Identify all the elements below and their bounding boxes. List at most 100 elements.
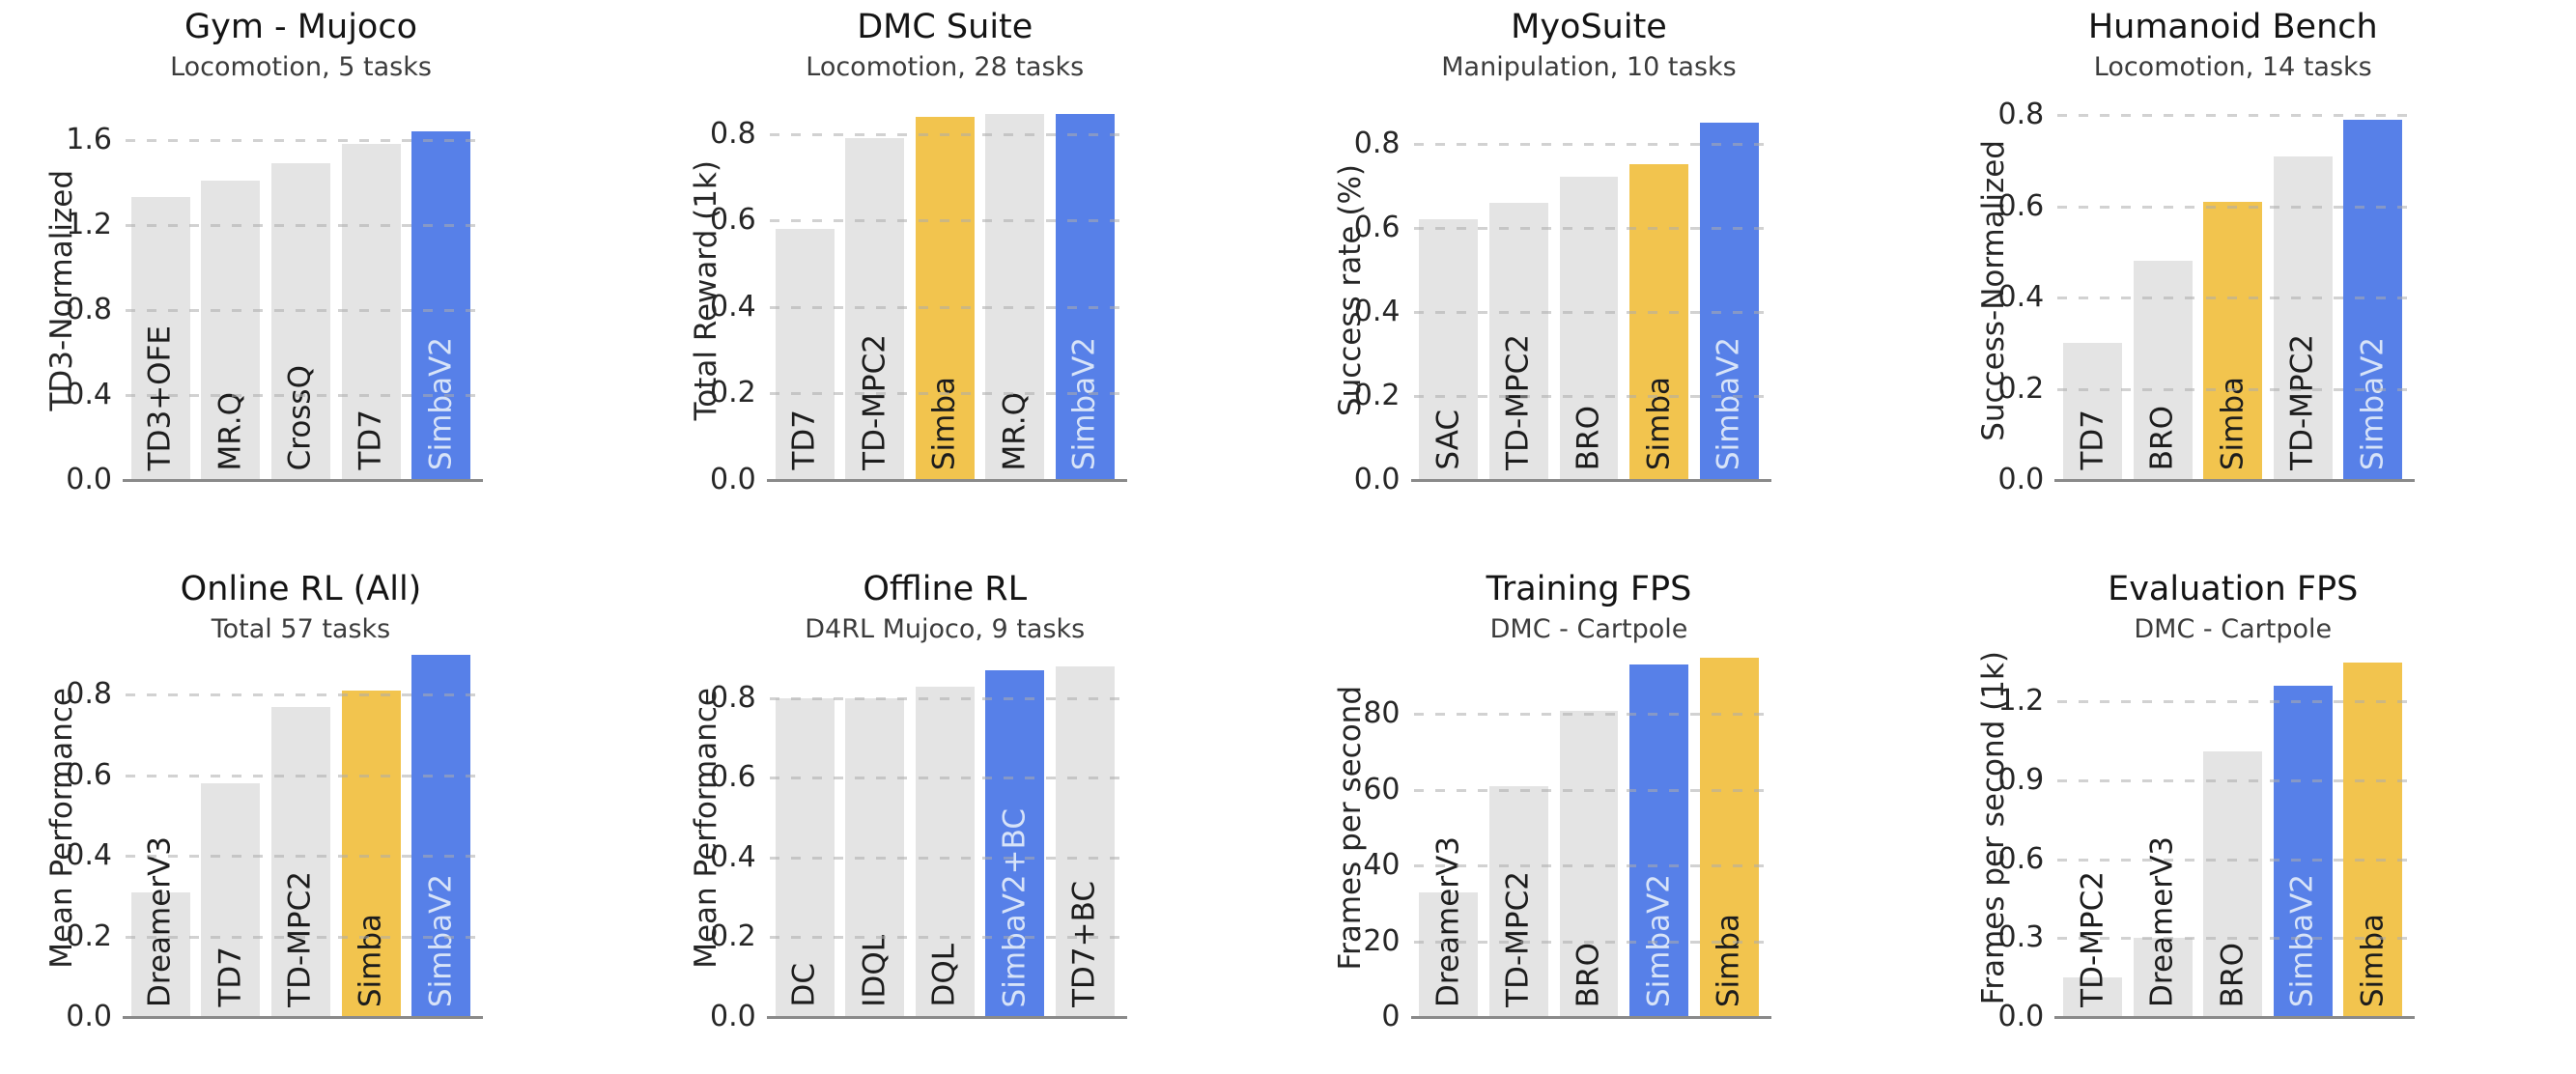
y-tick-label: 0.8 xyxy=(66,677,112,712)
bar-slot: TD-MPC2 xyxy=(266,638,336,1017)
plot-area: SAC TD-MPC2 BRO Simba SimbaV2 0.0 0.2 0.4 0.6 0.… xyxy=(1354,101,1771,496)
chart-title: Training FPS xyxy=(1486,570,1692,608)
bar-label: BRO xyxy=(2215,942,2250,1007)
bar-label: DQL xyxy=(926,944,962,1007)
y-tick-label: 0.8 xyxy=(710,680,756,715)
bar-label: TD3+OFE xyxy=(142,325,178,470)
y-tick-label: 0.4 xyxy=(710,839,756,874)
bar-label: Simba xyxy=(1641,376,1677,470)
bar: TD7 xyxy=(341,144,401,480)
y-tick-label: 0.0 xyxy=(1353,463,1401,496)
bar-chart: Evaluation FPS DMC - Cartpole Frames per… xyxy=(1932,537,2575,1074)
plot-area: TD-MPC2 DreamerV3 BRO SimbaV2 Simba 0.0 0.3 0.… xyxy=(1998,638,2416,1033)
bar: TD-MPC2 xyxy=(2063,871,2123,1017)
y-tick-label: 0.0 xyxy=(1997,1000,2045,1033)
y-tick-label: 0.3 xyxy=(1997,920,2045,955)
bar-slot: SimbaV2 xyxy=(1694,101,1765,480)
bars-row: TD3+OFE MR.Q CrossQ TD7 SimbaV2 xyxy=(126,101,476,480)
bar-slot: BRO xyxy=(2128,101,2198,480)
plot-area: TD7 TD-MPC2 Simba MR.Q SimbaV2 0.0 0.2 0.4 0.6 0… xyxy=(710,101,1127,496)
bar-label: SimbaV2 xyxy=(1711,336,1746,470)
bar-label: BRO xyxy=(2144,405,2180,470)
bar: TD7+BC xyxy=(1055,665,1115,1017)
bar: TD3+OFE xyxy=(130,197,190,480)
bar-label: TD-MPC2 xyxy=(857,334,892,470)
bar-slot: Simba xyxy=(1624,101,1694,480)
chart-subtitle: Locomotion, 5 tasks xyxy=(170,52,432,82)
bar-label: SimbaV2 xyxy=(423,336,459,470)
bar-label: Simba xyxy=(353,913,388,1007)
bar-chart: Online RL (All) Total 57 tasks Mean Perf… xyxy=(0,537,643,1074)
chart-subtitle: Manipulation, 10 tasks xyxy=(1441,52,1737,82)
bar-label: SimbaV2 xyxy=(2284,873,2320,1007)
x-axis-line xyxy=(2054,1016,2416,1019)
y-tick-label: 0.0 xyxy=(1997,463,2045,496)
bar: MR.Q xyxy=(201,180,261,480)
bar-slot: DreamerV3 xyxy=(2128,638,2198,1017)
bar-slot: TD-MPC2 xyxy=(2057,638,2128,1017)
y-tick-label: 0.4 xyxy=(710,289,756,324)
bar: Simba xyxy=(2343,662,2403,1017)
bar: SimbaV2 xyxy=(1629,664,1689,1017)
bar: SimbaV2+BC xyxy=(985,670,1045,1017)
bar: SimbaV2 xyxy=(1699,122,1759,480)
y-tick-label: 1.2 xyxy=(66,207,112,241)
y-tick-label: 0.6 xyxy=(710,203,756,238)
bar-label: TD7 xyxy=(212,947,248,1007)
bar-label: Simba xyxy=(2215,376,2250,470)
y-tick-label: 0.9 xyxy=(1997,763,2045,797)
bar: IDQL xyxy=(845,697,905,1017)
chart-title: Online RL (All) xyxy=(180,570,422,608)
bar-label: MR.Q xyxy=(997,391,1033,470)
y-tick-label: 0.6 xyxy=(1997,841,2045,876)
bar-label: TD7 xyxy=(353,410,388,470)
chart-title: DMC Suite xyxy=(857,8,1033,46)
bars-row: DC IDQL DQL SimbaV2+BC TD7+BC xyxy=(770,638,1120,1017)
y-tick-label: 0.2 xyxy=(66,919,112,953)
y-tick-label: 0.2 xyxy=(1997,371,2045,406)
bar-slot: Simba xyxy=(336,638,407,1017)
x-axis-line xyxy=(766,1016,1127,1019)
y-tick-label: 0.6 xyxy=(1997,188,2045,223)
bars-row: TD7 BRO Simba TD-MPC2 SimbaV2 xyxy=(2057,101,2408,480)
y-tick-label: 0 xyxy=(1381,1000,1401,1033)
bar: DreamerV3 xyxy=(1419,836,1479,1017)
bar-slot: Simba xyxy=(910,101,980,480)
bar: SimbaV2 xyxy=(2343,119,2403,480)
bar-label: Simba xyxy=(1711,913,1746,1007)
x-axis-line xyxy=(1410,479,1771,482)
y-tick-label: 0.6 xyxy=(66,757,112,792)
chart-subtitle: DMC - Cartpole xyxy=(1489,614,1688,644)
y-tick-label: 1.6 xyxy=(66,122,112,156)
y-tick-label: 0.8 xyxy=(1353,126,1401,160)
y-tick-label: 0.4 xyxy=(1997,280,2045,315)
bar-chart: Training FPS DMC - Cartpole Frames per s… xyxy=(1288,537,1932,1074)
chart-subtitle: Locomotion, 28 tasks xyxy=(806,52,1085,82)
chart-title: Offline RL xyxy=(863,570,1028,608)
bar: BRO xyxy=(2133,261,2193,480)
bar-label: DreamerV3 xyxy=(142,836,178,1007)
y-tick-label: 0.0 xyxy=(710,1000,756,1033)
bar-label: DreamerV3 xyxy=(2144,836,2180,1007)
bar-chart: Humanoid Bench Locomotion, 14 tasks Succ… xyxy=(1932,0,2575,537)
bar-slot: SAC xyxy=(1414,101,1485,480)
bar-label: DreamerV3 xyxy=(1430,836,1466,1007)
bar-slot: DreamerV3 xyxy=(126,638,196,1017)
bar: DQL xyxy=(915,686,975,1017)
bar: CrossQ xyxy=(271,162,330,480)
bar: SimbaV2 xyxy=(411,130,471,480)
y-tick-label: 0.6 xyxy=(1353,210,1401,244)
bar: DreamerV3 xyxy=(130,836,190,1017)
x-axis-line xyxy=(1410,1016,1771,1019)
chart-title: Humanoid Bench xyxy=(2087,8,2378,46)
bar-label: TD-MPC2 xyxy=(282,871,318,1007)
bar-chart: DMC Suite Locomotion, 28 tasks Total Rew… xyxy=(644,0,1288,537)
bar: BRO xyxy=(1559,177,1619,480)
bar: TD7 xyxy=(201,783,261,1017)
plot-area: DreamerV3 TD7 TD-MPC2 Simba SimbaV2 0.0 0.2 0.… xyxy=(66,638,483,1033)
y-tick-label: 0.0 xyxy=(66,1000,112,1033)
bar: TD-MPC2 xyxy=(845,138,905,480)
bar-slot: Simba xyxy=(2338,638,2409,1017)
bar-label: BRO xyxy=(1571,942,1606,1007)
